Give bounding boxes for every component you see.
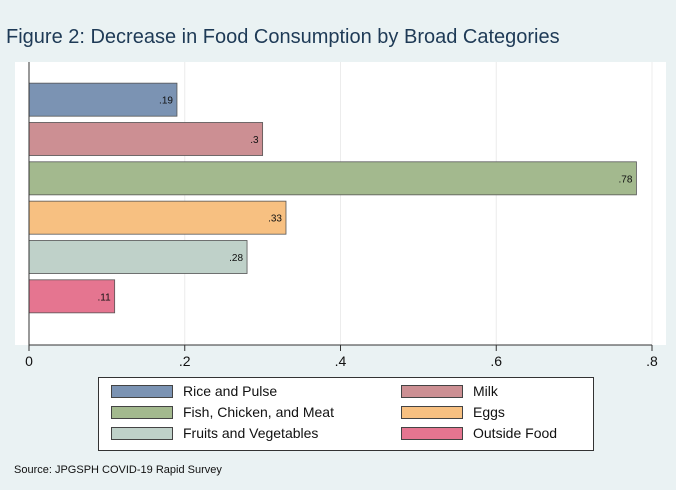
legend-item: Milk [401,381,498,401]
chart-title: Figure 2: Decrease in Food Consumption b… [6,26,560,48]
bar-value-label: .78 [619,174,633,185]
bar-value-label: .28 [229,253,243,264]
legend-swatch [401,426,463,440]
x-tick-label: 0 [25,353,33,369]
legend-item: Rice and Pulse [111,381,277,401]
x-axis-ticks: 0 .2 .4 .6 .8 [25,345,658,369]
bar-value-labels: .19 .3 .78 .33 .28 .11 [97,96,632,304]
legend-swatch [111,405,173,419]
bars [28,82,637,314]
x-tick-label: .4 [335,353,347,369]
bar-value-label: .11 [97,292,111,303]
legend-swatch [401,405,463,419]
legend-swatch [111,426,173,440]
legend-item: Fruits and Vegetables [111,423,318,443]
bar-1 [28,82,178,117]
bar-2 [28,122,264,156]
bar-5 [28,240,248,274]
x-tick-label: .8 [646,353,658,369]
bar-3 [28,161,637,196]
legend-label: Outside Food [473,425,558,441]
plot-area: .19 .3 .78 .33 .28 .11 0 .2 .4 .6 .8 [15,62,666,369]
legend-swatch [111,384,173,398]
legend-label: Eggs [473,404,505,420]
legend-label: Fish, Chicken, and Meat [183,404,334,420]
x-tick-label: .6 [490,353,502,369]
bar-value-label: .33 [268,214,282,225]
x-tick-label: .2 [179,353,191,369]
legend: Rice and Pulse Milk Fish, Chicken, and Mea… [98,377,594,451]
legend-item: Outside Food [401,423,557,443]
legend-label: Fruits and Vegetables [183,425,319,441]
bar-value-label: .19 [159,96,173,107]
bar-value-label: .3 [250,135,259,146]
bar-4 [28,200,287,235]
source-note: Source: JPGSPH COVID-19 Rapid Survey [14,464,222,476]
legend-label: Rice and Pulse [183,383,278,399]
legend-item: Eggs [401,402,505,422]
legend-label: Milk [473,383,498,399]
legend-swatch [401,384,463,398]
legend-item: Fish, Chicken, and Meat [111,402,334,422]
